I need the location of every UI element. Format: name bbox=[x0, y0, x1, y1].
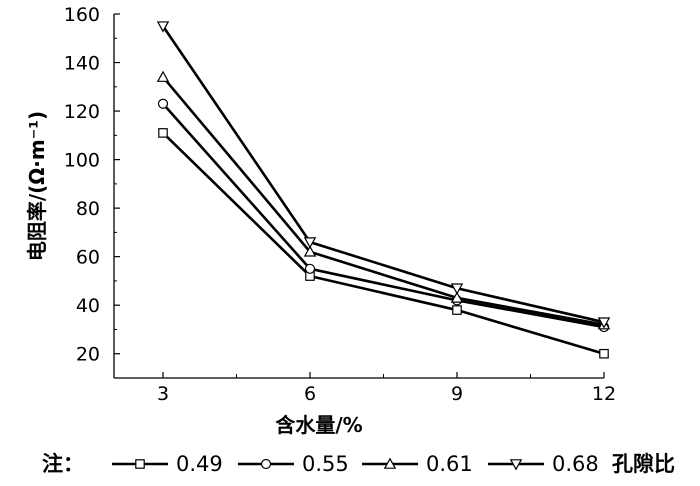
y-tick-label: 140 bbox=[64, 53, 100, 75]
data-point bbox=[157, 98, 169, 109]
legend-label: 0.61 bbox=[426, 452, 473, 476]
axes: 20 40 60 80 100 120 140 160 3 6 9 12 bbox=[64, 4, 616, 405]
legend-marker bbox=[383, 457, 397, 469]
y-tick-label: 60 bbox=[76, 247, 100, 269]
series-layer bbox=[156, 21, 611, 359]
legend-suffix: 孔隙比 bbox=[612, 452, 675, 476]
series-line bbox=[161, 25, 605, 324]
data-point bbox=[156, 21, 170, 33]
data-point bbox=[303, 245, 317, 257]
y-axis-label: 电阻率/(Ω·m⁻¹) bbox=[25, 111, 49, 261]
series-line bbox=[162, 102, 605, 329]
x-tick-label: 3 bbox=[157, 383, 169, 405]
series-line bbox=[162, 131, 605, 355]
legend-marker bbox=[509, 459, 523, 471]
data-point bbox=[158, 128, 168, 138]
data-point bbox=[156, 70, 170, 82]
legend-item: 0.55 bbox=[238, 452, 349, 476]
series-0.49 bbox=[158, 128, 609, 359]
y-tick-label: 40 bbox=[76, 295, 100, 317]
data-point bbox=[599, 348, 609, 359]
data-point bbox=[597, 317, 611, 329]
series-0.61 bbox=[156, 70, 611, 330]
legend-label: 0.68 bbox=[552, 452, 599, 476]
legend: 注： 0.49 0.55 0.61 0.68 孔隙比 bbox=[42, 452, 675, 476]
y-tick-label: 100 bbox=[64, 150, 100, 172]
legend-marker bbox=[135, 459, 145, 469]
y-tick-label: 20 bbox=[76, 344, 100, 366]
legend-label: 0.55 bbox=[302, 452, 349, 476]
legend-item: 0.68 bbox=[488, 452, 599, 476]
y-tick-label: 120 bbox=[64, 101, 100, 123]
data-point bbox=[450, 291, 464, 303]
legend-prefix: 注： bbox=[42, 452, 84, 476]
legend-label: 0.49 bbox=[176, 452, 223, 476]
data-point bbox=[304, 263, 316, 274]
series-0.55 bbox=[157, 98, 610, 333]
legend-item: 0.61 bbox=[362, 452, 473, 476]
y-tick-label: 160 bbox=[64, 4, 100, 26]
series-0.68 bbox=[156, 21, 611, 329]
x-tick-label: 9 bbox=[451, 383, 463, 405]
series-line bbox=[162, 76, 605, 326]
x-tick-label: 12 bbox=[592, 383, 616, 405]
legend-item: 0.49 bbox=[112, 452, 223, 476]
data-point bbox=[303, 237, 317, 249]
y-tick-label: 80 bbox=[76, 198, 100, 220]
x-tick-label: 6 bbox=[304, 383, 316, 405]
x-axis-label: 含水量/% bbox=[275, 413, 362, 437]
legend-marker bbox=[260, 458, 272, 470]
data-point bbox=[452, 305, 462, 315]
legend-items: 0.49 0.55 0.61 0.68 bbox=[112, 452, 599, 476]
data-point bbox=[450, 283, 464, 295]
